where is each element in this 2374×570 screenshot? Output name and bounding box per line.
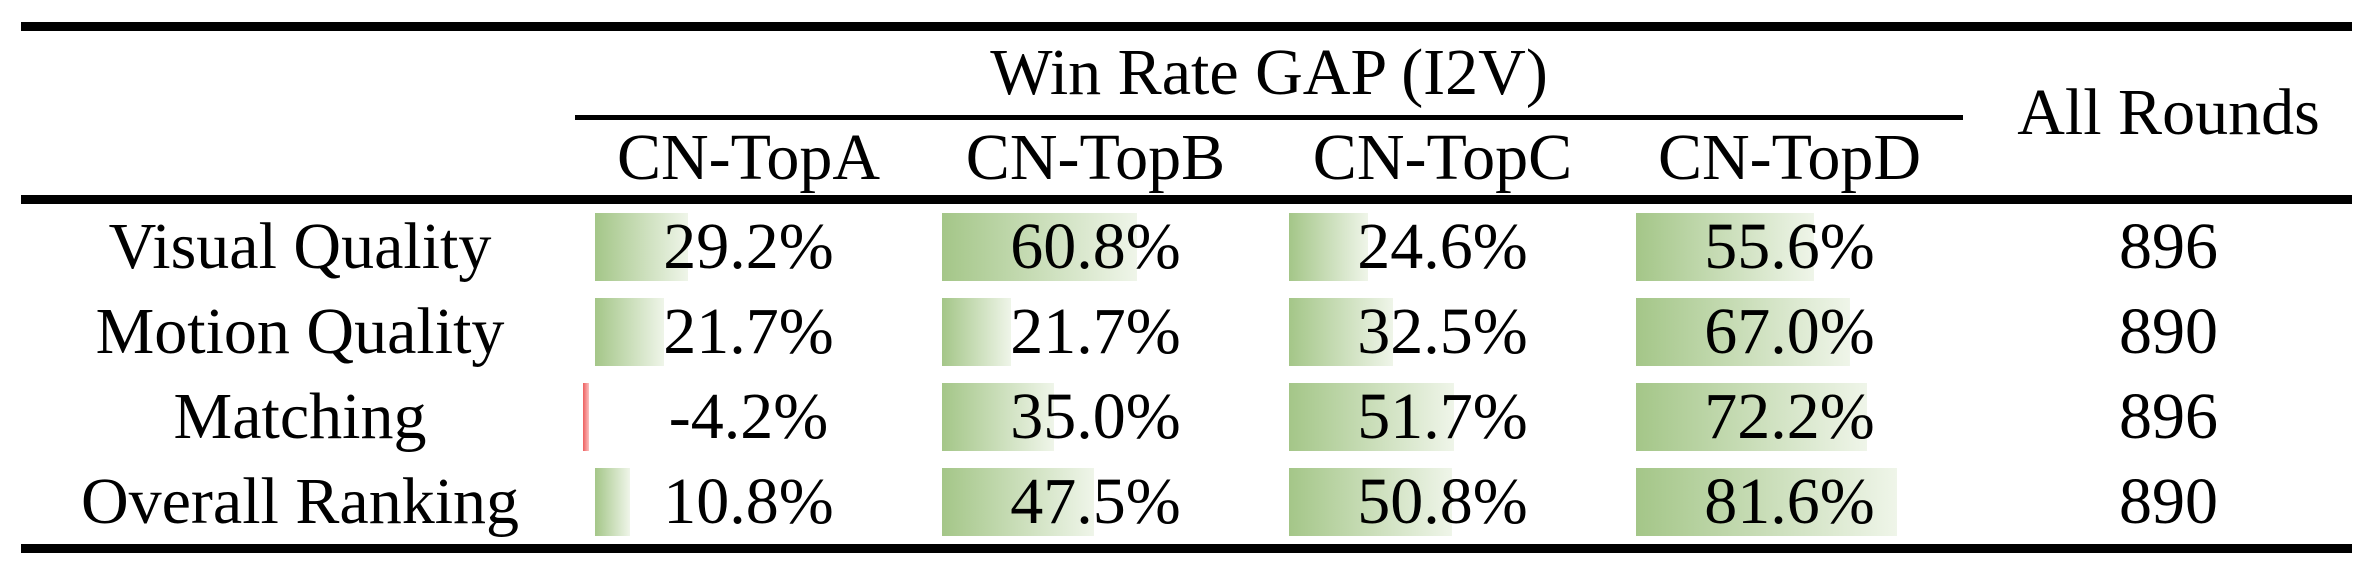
- data-bar: [1289, 212, 1368, 281]
- value-text: 47.5%: [1010, 464, 1181, 538]
- cmidrule: [575, 115, 1963, 120]
- value-text: 50.8%: [1357, 464, 1528, 538]
- table-row: Overall Ranking 10.8% 47.5% 50.8% 81.6% 890: [0, 459, 2374, 544]
- data-bar: [595, 212, 688, 281]
- data-bar: [1636, 212, 1814, 281]
- value-text: 51.7%: [1357, 379, 1528, 453]
- value-cell: 55.6%: [1616, 204, 1963, 289]
- row-label: Matching: [173, 379, 427, 453]
- value-text: 21.7%: [663, 294, 834, 368]
- value-cell: 29.2%: [575, 204, 922, 289]
- value-cell: 50.8%: [1269, 459, 1616, 544]
- data-bar: [942, 467, 1094, 536]
- data-bar: [1289, 467, 1452, 536]
- all-rounds-value: 890: [2119, 294, 2218, 368]
- data-bar: [1289, 382, 1454, 451]
- value-cell: 81.6%: [1616, 459, 1963, 544]
- data-bar: [1636, 297, 1850, 366]
- value-text: 81.6%: [1704, 464, 1875, 538]
- value-text: 10.8%: [663, 464, 834, 538]
- value-text: 21.7%: [1010, 294, 1181, 368]
- data-bar: [942, 212, 1137, 281]
- value-cell: 67.0%: [1616, 289, 1963, 374]
- row-label: Motion Quality: [95, 294, 505, 368]
- column-header-cn-topa: CN-TopA: [616, 120, 881, 194]
- all-rounds-header: All Rounds: [2017, 76, 2320, 149]
- value-text: 35.0%: [1010, 379, 1181, 453]
- negative-data-bar: [583, 382, 589, 451]
- bottom-rule: [21, 544, 2352, 553]
- table-row: Motion Quality 21.7% 21.7% 32.5% 67.0% 890: [0, 289, 2374, 374]
- column-header-row: CN-TopA CN-TopB CN-TopC CN-TopD: [575, 120, 1963, 195]
- data-bar: [942, 382, 1054, 451]
- value-cell: 51.7%: [1269, 374, 1616, 459]
- data-bar: [595, 467, 630, 536]
- column-header-cn-topc: CN-TopC: [1312, 120, 1573, 194]
- data-bar: [1289, 297, 1393, 366]
- column-header-cn-topb: CN-TopB: [965, 120, 1226, 194]
- all-rounds-value: 896: [2119, 209, 2218, 283]
- column-header-cn-topd: CN-TopD: [1657, 120, 1922, 194]
- data-bar: [1636, 467, 1897, 536]
- row-label: Visual Quality: [108, 209, 492, 283]
- empty-header-cell: [0, 31, 575, 195]
- value-text: 60.8%: [1010, 209, 1181, 283]
- data-bar: [595, 297, 664, 366]
- table-header: Win Rate GAP (I2V) CN-TopA CN-TopB CN-To…: [0, 31, 2374, 195]
- data-bar: [942, 297, 1011, 366]
- value-text: -4.2%: [668, 379, 829, 453]
- table-title: Win Rate GAP (I2V): [990, 36, 1548, 109]
- value-cell: 21.7%: [922, 289, 1269, 374]
- value-text: 24.6%: [1357, 209, 1528, 283]
- all-rounds-value: 896: [2119, 379, 2218, 453]
- value-text: 72.2%: [1704, 379, 1875, 453]
- value-cell: 24.6%: [1269, 204, 1616, 289]
- table-row: Matching -4.2% 35.0% 51.7% 72.2% 896: [0, 374, 2374, 459]
- value-cell: 32.5%: [1269, 289, 1616, 374]
- value-text: 67.0%: [1704, 294, 1875, 368]
- top-rule: [21, 22, 2352, 31]
- data-bar: [1636, 382, 1867, 451]
- value-cell: -4.2%: [575, 374, 922, 459]
- value-cell: 72.2%: [1616, 374, 1963, 459]
- value-cell: 47.5%: [922, 459, 1269, 544]
- value-cell: 21.7%: [575, 289, 922, 374]
- value-text: 29.2%: [663, 209, 834, 283]
- value-cell: 60.8%: [922, 204, 1269, 289]
- spanning-header-group: Win Rate GAP (I2V) CN-TopA CN-TopB CN-To…: [575, 31, 1963, 195]
- mid-rule: [21, 195, 2352, 204]
- value-cell: 10.8%: [575, 459, 922, 544]
- table-body: Visual Quality 29.2% 60.8% 24.6% 55.6% 896 M…: [0, 204, 2374, 544]
- value-text: 55.6%: [1704, 209, 1875, 283]
- row-label: Overall Ranking: [80, 464, 520, 538]
- value-cell: 35.0%: [922, 374, 1269, 459]
- all-rounds-value: 890: [2119, 464, 2218, 538]
- value-text: 32.5%: [1357, 294, 1528, 368]
- table-row: Visual Quality 29.2% 60.8% 24.6% 55.6% 896: [0, 204, 2374, 289]
